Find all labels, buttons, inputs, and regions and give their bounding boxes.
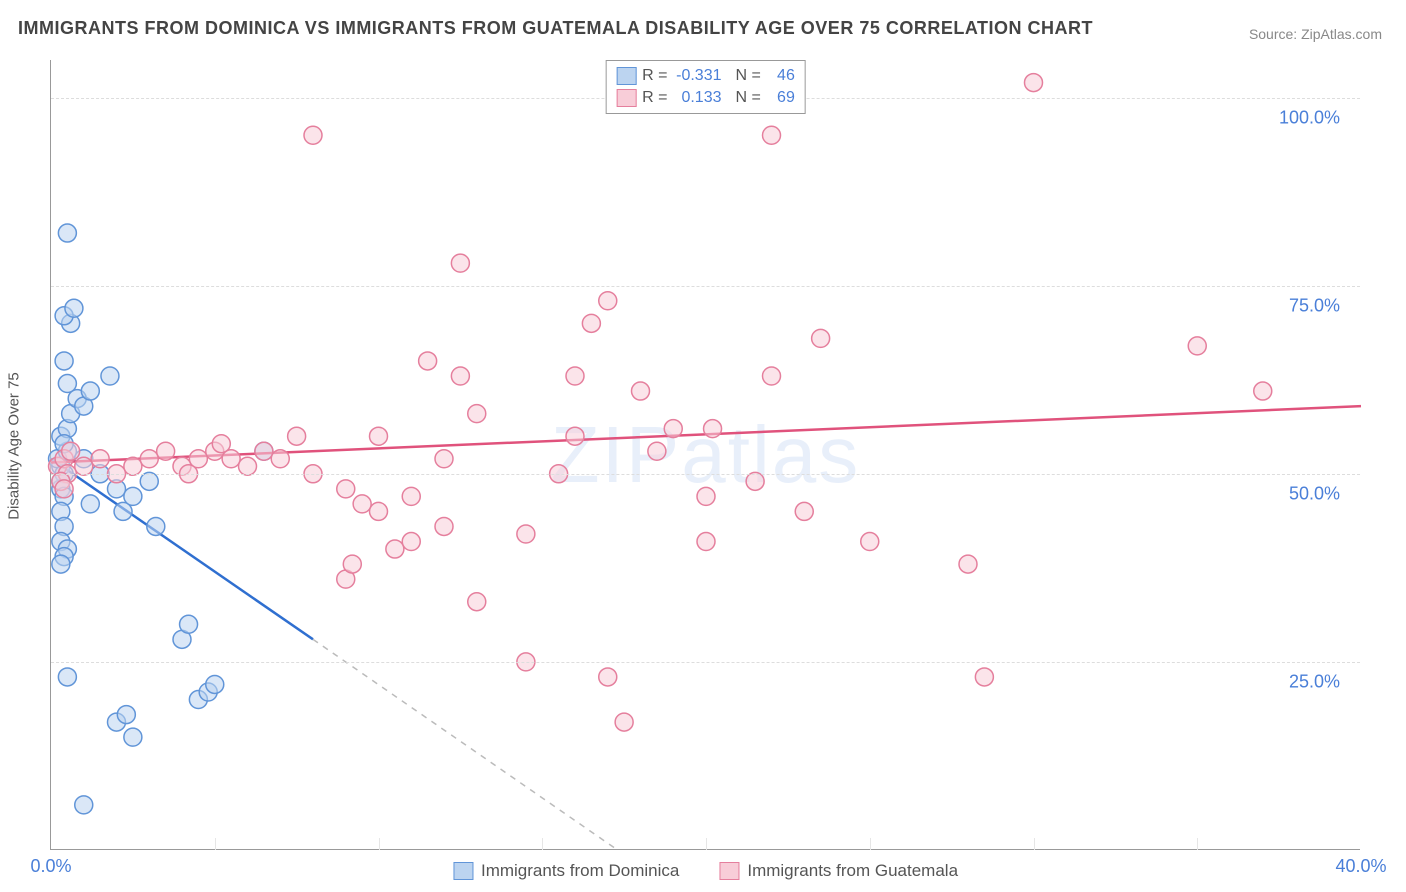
legend-series-label: Immigrants from Dominica xyxy=(481,861,679,881)
legend-stats: R = -0.331 N = 46 R = 0.133 N = 69 xyxy=(605,60,806,114)
gridline-h xyxy=(51,474,1360,475)
legend-swatch xyxy=(719,862,739,880)
n-label: N = xyxy=(736,65,761,87)
legend-swatch xyxy=(453,862,473,880)
gridline-v xyxy=(1034,838,1035,850)
x-tick-label: 0.0% xyxy=(30,856,71,877)
y-tick-label: 100.0% xyxy=(1279,107,1340,128)
gridline-v xyxy=(706,838,707,850)
n-value: 46 xyxy=(767,65,795,87)
r-label: R = xyxy=(642,65,667,87)
y-tick-label: 75.0% xyxy=(1289,295,1340,316)
r-label: R = xyxy=(642,87,667,109)
legend-series: Immigrants from Dominica Immigrants from … xyxy=(453,861,958,881)
chart-title: IMMIGRANTS FROM DOMINICA VS IMMIGRANTS F… xyxy=(18,18,1093,39)
legend-series-label: Immigrants from Guatemala xyxy=(747,861,958,881)
gridline-v xyxy=(870,838,871,850)
legend-series-item: Immigrants from Dominica xyxy=(453,861,679,881)
gridline-h xyxy=(51,662,1360,663)
gridline-v xyxy=(542,838,543,850)
x-tick-label: 40.0% xyxy=(1335,856,1386,877)
chart-svg xyxy=(51,60,1360,849)
gridline-v xyxy=(1197,838,1198,850)
y-tick-label: 25.0% xyxy=(1289,671,1340,692)
n-label: N = xyxy=(736,87,761,109)
legend-swatch xyxy=(616,67,636,85)
legend-stats-row: R = -0.331 N = 46 xyxy=(616,65,795,87)
n-value: 69 xyxy=(767,87,795,109)
gridline-v xyxy=(379,838,380,850)
y-axis-label: Disability Age Over 75 xyxy=(6,372,23,520)
r-value: -0.331 xyxy=(674,65,722,87)
source-label: Source: ZipAtlas.com xyxy=(1249,26,1382,42)
legend-swatch xyxy=(616,89,636,107)
r-value: 0.133 xyxy=(674,87,722,109)
gridline-v xyxy=(215,838,216,850)
legend-stats-row: R = 0.133 N = 69 xyxy=(616,87,795,109)
legend-series-item: Immigrants from Guatemala xyxy=(719,861,958,881)
y-tick-label: 50.0% xyxy=(1289,483,1340,504)
gridline-h xyxy=(51,286,1360,287)
plot-area: ZIPatlas R =-0.331N =46R =0.133N =69 Imm… xyxy=(50,60,1360,850)
